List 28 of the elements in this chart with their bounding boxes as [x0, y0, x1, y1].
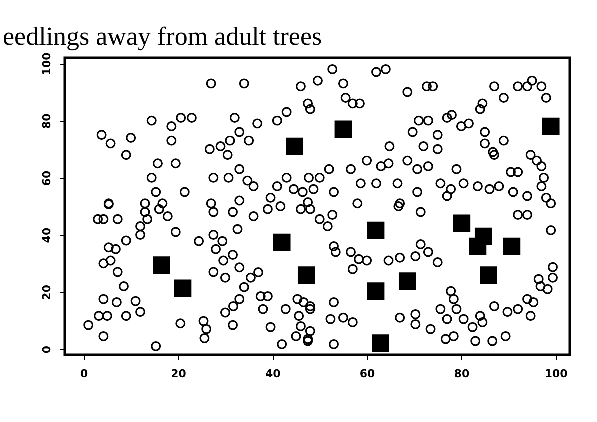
point — [367, 222, 385, 240]
x-tick-label: 60 — [360, 368, 376, 380]
point — [453, 214, 471, 232]
y-tick-label: 20 — [40, 284, 54, 300]
point — [286, 138, 304, 156]
point — [398, 272, 416, 290]
point — [542, 118, 560, 136]
point — [503, 238, 521, 256]
chart-title: eedlings away from adult trees — [3, 22, 322, 52]
y-tick-label: 40 — [40, 228, 54, 244]
y-tick-label: 100 — [40, 52, 54, 76]
point — [469, 238, 487, 256]
y-tick-label: 0 — [40, 346, 54, 354]
x-tick-label: 0 — [80, 368, 89, 380]
x-tick-label: 80 — [454, 368, 470, 380]
point — [334, 120, 352, 138]
point — [367, 282, 385, 300]
point — [480, 266, 498, 284]
x-tick-label: 20 — [171, 368, 187, 380]
point — [298, 266, 316, 284]
point — [174, 280, 192, 298]
x-tick-label: 100 — [544, 368, 568, 380]
point — [273, 234, 291, 252]
x-tick-label: 40 — [266, 368, 282, 380]
y-tick-label: 80 — [40, 113, 54, 129]
y-tick-label: 60 — [40, 170, 54, 186]
point — [153, 256, 170, 274]
point — [372, 334, 390, 352]
